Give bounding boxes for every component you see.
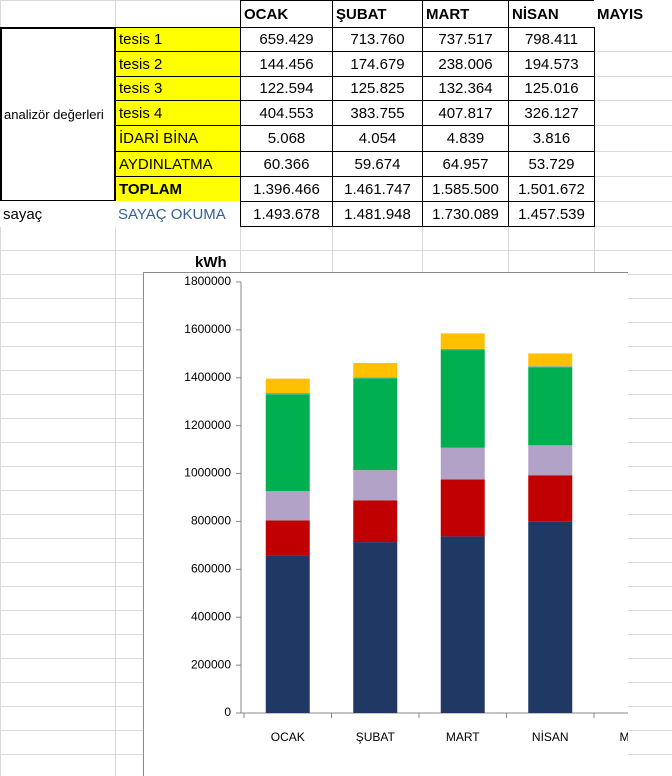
bar-segment [265, 393, 310, 395]
bar-segment [265, 394, 310, 492]
x-tick-label: ŞUBAT [356, 730, 396, 744]
bar-segment [353, 378, 398, 471]
bar-segment [353, 500, 398, 543]
bar-segment [265, 491, 310, 521]
column-header: MAYIS [594, 0, 672, 28]
row-label: tesis 4 [115, 100, 241, 126]
bar-segment [440, 350, 485, 448]
bar-segment [440, 447, 485, 480]
row-label: tesis 3 [115, 76, 241, 101]
y-tick-label: 1800000 [184, 274, 231, 288]
value-cell: 64.957 [422, 151, 509, 177]
x-tick-label: NİSAN [532, 730, 569, 744]
bar-segment [528, 445, 573, 476]
chart: 0 200000 400000 600000 800000 1000000 1200000 1… [143, 272, 628, 776]
x-tick-label: MAYIS [620, 730, 628, 744]
value-cell: 383.755 [332, 100, 423, 126]
value-cell: 798.411 [508, 27, 595, 52]
y-tick-label: 1000000 [184, 466, 231, 480]
column-header: OCAK [240, 0, 333, 28]
meter-label: SAYAÇ OKUMA [115, 201, 241, 227]
value-cell: 713.760 [332, 27, 423, 52]
value-cell: 194.573 [508, 51, 595, 77]
y-axis-title: kWh [195, 253, 227, 271]
meter-value: 1.457.539 [508, 201, 595, 227]
bar-segment [440, 348, 485, 351]
meter-value: 1.481.948 [332, 201, 423, 227]
grid-line [0, 0, 1, 776]
bar-segment [528, 367, 573, 446]
bar-segment [265, 520, 310, 556]
bar-segment [528, 521, 573, 713]
meter-value: 1.493.678 [240, 201, 333, 227]
bar-segment [353, 542, 398, 713]
y-tick-label: 600000 [191, 562, 231, 576]
x-tick-label: OCAK [271, 730, 305, 744]
bar-segment [440, 536, 485, 713]
y-tick-label: 1400000 [184, 370, 231, 384]
x-tick-label: MART [446, 730, 480, 744]
value-cell: 4.839 [422, 125, 509, 152]
value-cell: 1.396.466 [240, 176, 333, 202]
row-label: İDARİ BİNA [115, 125, 241, 152]
value-cell: 59.674 [332, 151, 423, 177]
row-label: tesis 1 [115, 27, 241, 52]
value-cell: 125.016 [508, 76, 595, 101]
group-label: analizör değerleri [0, 27, 116, 202]
bar-segment [528, 353, 573, 367]
meter-value: 1.730.089 [422, 201, 509, 227]
value-cell: 1.501.672 [508, 176, 595, 202]
value-cell: 144.456 [240, 51, 333, 77]
column-header: NİSAN [508, 0, 595, 28]
bar-segment [265, 378, 310, 394]
value-cell: 125.825 [332, 76, 423, 101]
value-cell: 659.429 [240, 27, 333, 52]
value-cell: 1.461.747 [332, 176, 423, 202]
value-cell: 174.679 [332, 51, 423, 77]
bar-segment [353, 362, 398, 378]
value-cell: 4.054 [332, 125, 423, 152]
y-tick-label: 800000 [191, 514, 231, 528]
bar-segment [528, 475, 573, 522]
value-cell: 60.366 [240, 151, 333, 177]
row-label: AYDINLATMA [115, 151, 241, 177]
value-cell: 326.127 [508, 100, 595, 126]
y-tick-label: 200000 [191, 657, 231, 671]
bar-segment [440, 479, 485, 537]
value-cell: 122.594 [240, 76, 333, 101]
value-cell: 404.553 [240, 100, 333, 126]
row-label: TOPLAM [115, 176, 241, 202]
column-header: ŞUBAT [332, 0, 423, 28]
row-label: tesis 2 [115, 51, 241, 77]
bar-segment [353, 470, 398, 501]
y-tick-label: 1200000 [184, 418, 231, 432]
meter-group: sayaç [0, 201, 116, 227]
value-cell: 132.364 [422, 76, 509, 101]
grid-line [0, 250, 672, 251]
value-cell: 407.817 [422, 100, 509, 126]
value-cell: 53.729 [508, 151, 595, 177]
value-cell: 238.006 [422, 51, 509, 77]
bar-segment [353, 377, 398, 379]
grid-line [115, 0, 116, 776]
value-cell: 5.068 [240, 125, 333, 152]
bar-segment [528, 366, 573, 368]
value-cell: 1.585.500 [422, 176, 509, 202]
column-header: MART [422, 0, 509, 28]
bar-segment [265, 555, 310, 713]
bar-segment [440, 333, 485, 349]
y-tick-label: 400000 [191, 609, 231, 623]
y-tick-label: 0 [224, 705, 231, 719]
value-cell: 737.517 [422, 27, 509, 52]
value-cell: 3.816 [508, 125, 595, 152]
y-tick-label: 1600000 [184, 322, 231, 336]
